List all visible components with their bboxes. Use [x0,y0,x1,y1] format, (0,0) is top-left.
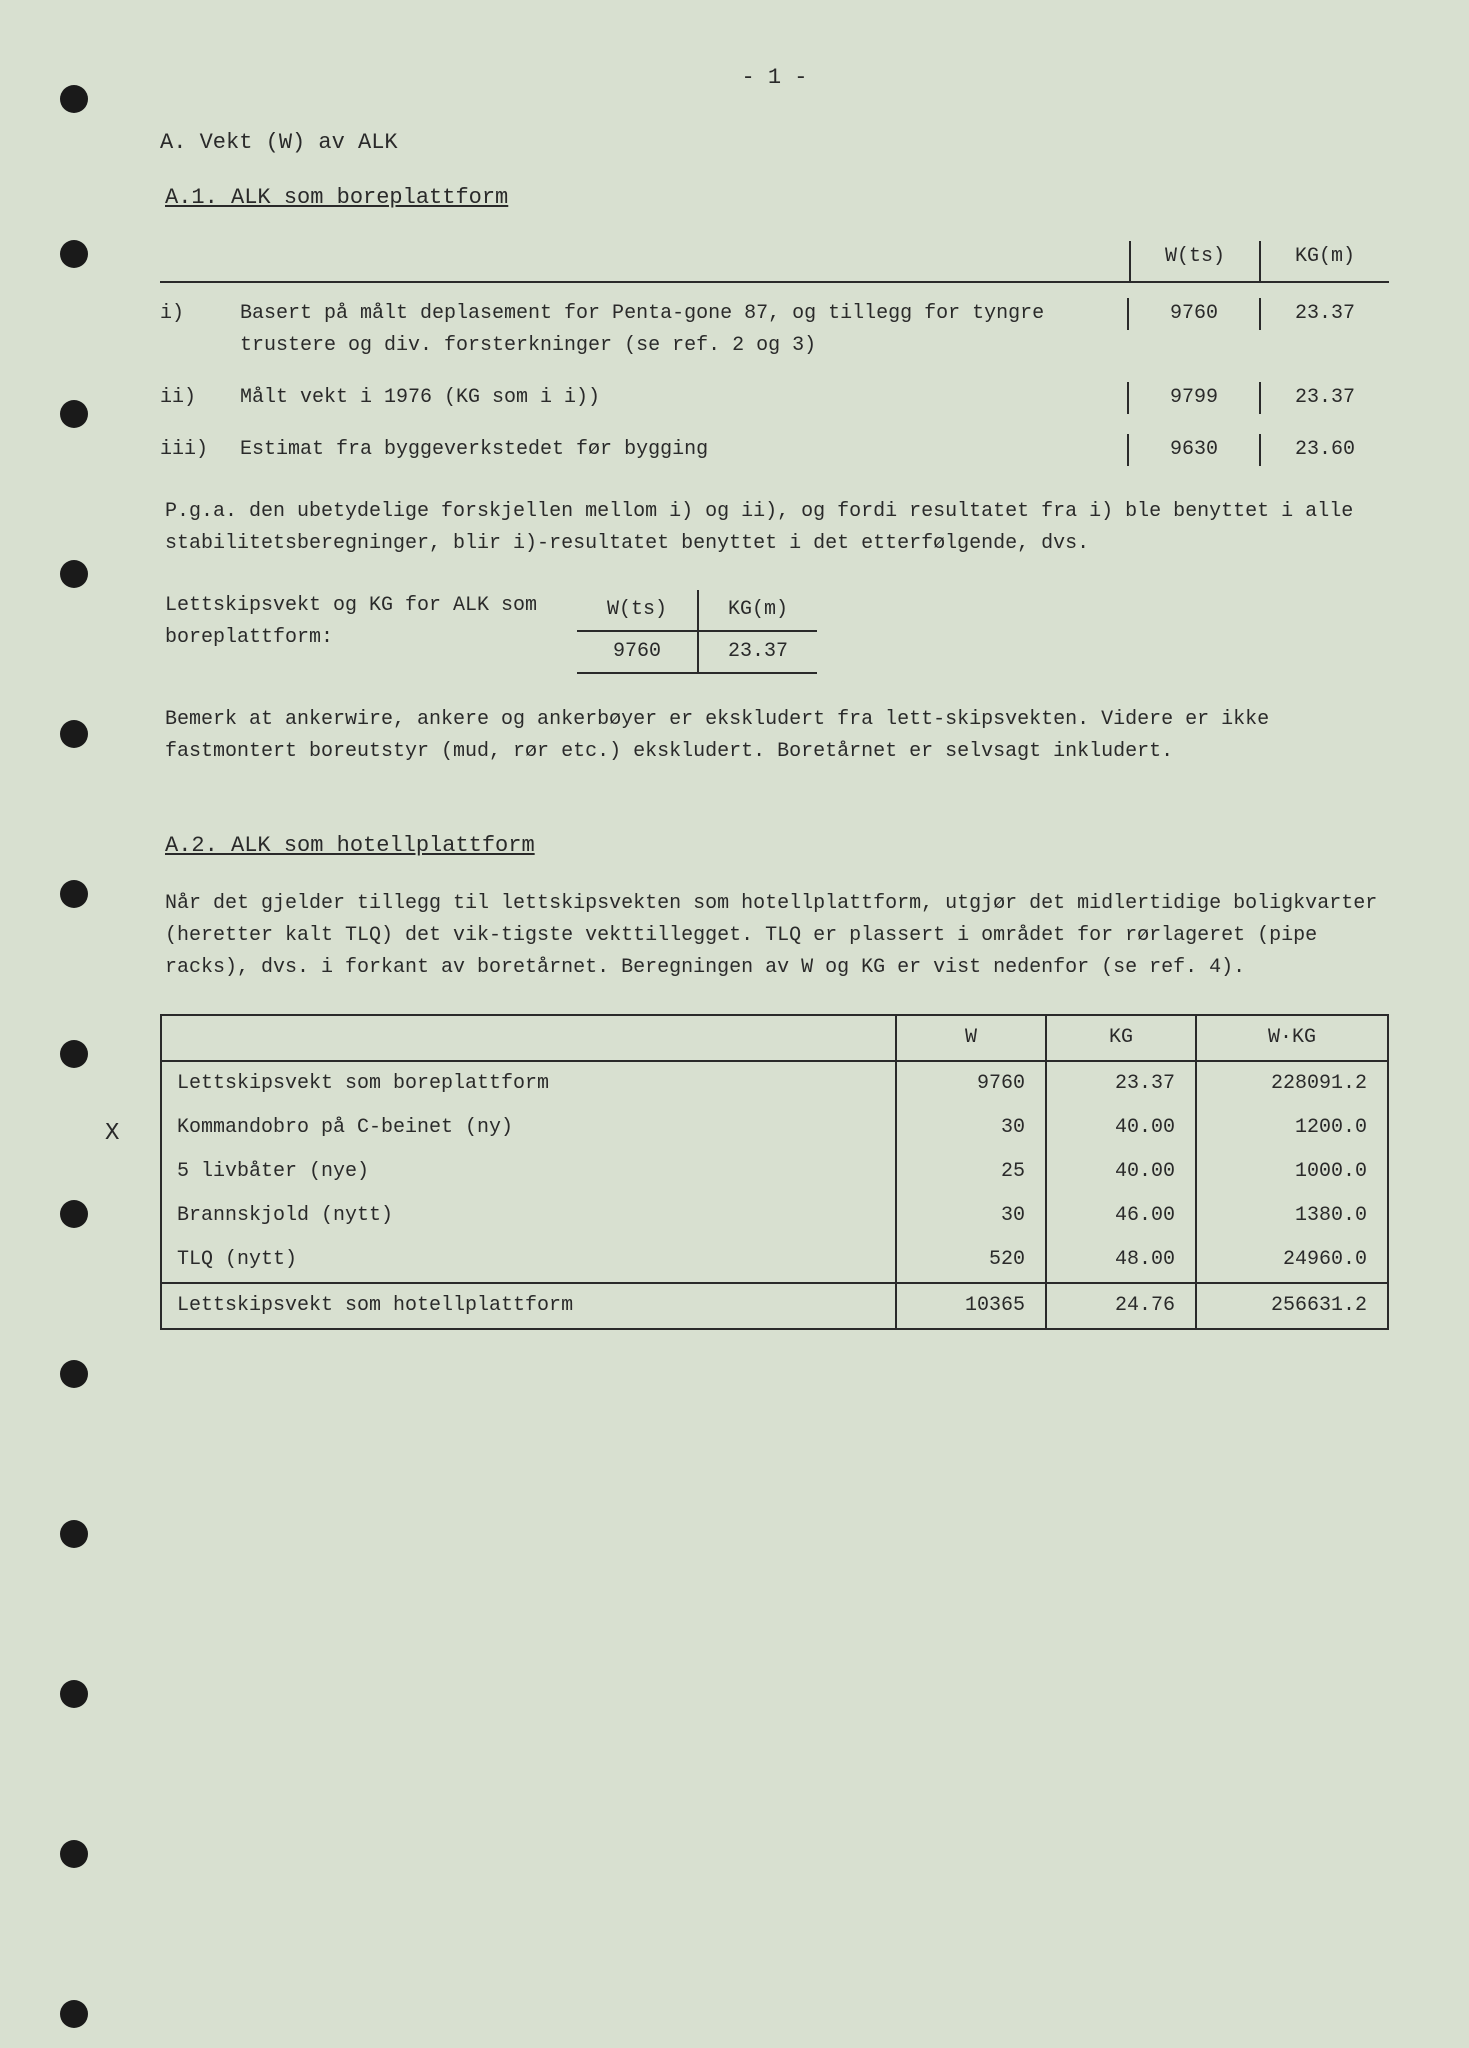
table-header-kgm: KG(m) [1259,241,1389,281]
table-row: 5 livbåter (nye) 25 40.00 1000.0 [162,1150,1387,1194]
row-label: Kommandobro på C-beinet (ny) [162,1106,897,1150]
footer-label: Lettskipsvekt som hotellplattform [162,1284,897,1328]
row-desc: Basert på målt deplasement for Penta-gon… [240,298,1127,362]
punch-hole [60,1520,88,1548]
table-header-wts: W(ts) [1129,241,1259,281]
table-row: Kommandobro på C-beinet (ny) 30 40.00 12… [162,1106,1387,1150]
row-label: ii) [160,382,240,414]
punch-hole [60,720,88,748]
big-table-header-wkg: W·KG [1197,1016,1387,1060]
section-a-title: A. Vekt (W) av ALK [160,125,1389,160]
cell-kg: 23.37 [1047,1062,1197,1106]
cell-kg: 40.00 [1047,1150,1197,1194]
summary-header-wts: W(ts) [577,590,697,630]
cell-w: 25 [897,1150,1047,1194]
big-table-header-kg: KG [1047,1016,1197,1060]
row-label: Lettskipsvekt som boreplattform [162,1062,897,1106]
punch-hole [60,1680,88,1708]
punch-hole [60,1840,88,1868]
paragraph: Når det gjelder tillegg til lettskipsvek… [160,888,1389,984]
table-row: i) Basert på målt deplasement for Penta-… [160,298,1389,362]
punch-hole [60,2000,88,2028]
cell-w: 30 [897,1194,1047,1238]
cell-kgm: 23.37 [1259,298,1389,330]
footer-cell-w: 10365 [897,1284,1047,1328]
cell-w: 30 [897,1106,1047,1150]
cell-wkg: 1380.0 [1197,1194,1387,1238]
big-table-a2: W KG W·KG Lettskipsvekt som boreplattfor… [160,1014,1389,1330]
cell-wkg: 1200.0 [1197,1106,1387,1150]
summary-header-kgm: KG(m) [697,590,817,630]
table-a1: W(ts) KG(m) i) Basert på målt deplasemen… [160,241,1389,466]
row-label: 5 livbåter (nye) [162,1150,897,1194]
punch-hole [60,880,88,908]
cell-wkg: 228091.2 [1197,1062,1387,1106]
cell-w: 9760 [897,1062,1047,1106]
summary-value-wts: 9760 [577,632,697,672]
punch-hole [60,1040,88,1068]
cell-w: 520 [897,1238,1047,1282]
summary-label-line1: Lettskipsvekt og KG for ALK som [165,590,537,622]
row-label: iii) [160,434,240,466]
cell-wts: 9630 [1129,434,1259,466]
cell-wkg: 1000.0 [1197,1150,1387,1194]
punch-hole [60,1200,88,1228]
cell-wts: 9799 [1129,382,1259,414]
big-table-header-w: W [897,1016,1047,1060]
row-desc: Målt vekt i 1976 (KG som i i)) [240,382,1127,414]
punch-hole [60,560,88,588]
summary-table-a1: Lettskipsvekt og KG for ALK som boreplat… [160,590,1389,674]
paragraph: P.g.a. den ubetydelige forskjellen mello… [160,496,1389,560]
page-number: - 1 - [160,60,1389,95]
cell-kg: 46.00 [1047,1194,1197,1238]
row-label: Brannskjold (nytt) [162,1194,897,1238]
section-a2-title: A.2. ALK som hotellplattform [160,828,1389,863]
summary-label-line2: boreplattform: [165,622,537,654]
table-row: Brannskjold (nytt) 30 46.00 1380.0 [162,1194,1387,1238]
row-label: i) [160,298,240,330]
punch-hole [60,400,88,428]
margin-annotation: X [105,1115,119,1153]
table-row: ii) Målt vekt i 1976 (KG som i i)) 9799 … [160,382,1389,414]
cell-wts: 9760 [1129,298,1259,330]
cell-kg: 48.00 [1047,1238,1197,1282]
punch-hole [60,85,88,113]
table-row: TLQ (nytt) 520 48.00 24960.0 [162,1238,1387,1282]
big-table-header-empty [162,1016,897,1060]
paragraph: Bemerk at ankerwire, ankere og ankerbøye… [160,704,1389,768]
cell-kg: 40.00 [1047,1106,1197,1150]
punch-hole [60,240,88,268]
section-a1-title: A.1. ALK som boreplattform [160,180,1389,215]
punch-hole [60,1360,88,1388]
table-row: Lettskipsvekt som boreplattform 9760 23.… [162,1062,1387,1106]
cell-kgm: 23.60 [1259,434,1389,466]
row-label: TLQ (nytt) [162,1238,897,1282]
table-footer-row: Lettskipsvekt som hotellplattform 10365 … [162,1282,1387,1328]
summary-value-kgm: 23.37 [697,632,817,672]
cell-wkg: 24960.0 [1197,1238,1387,1282]
footer-cell-kg: 24.76 [1047,1284,1197,1328]
table-row: iii) Estimat fra byggeverkstedet før byg… [160,434,1389,466]
footer-cell-wkg: 256631.2 [1197,1284,1387,1328]
row-desc: Estimat fra byggeverkstedet før bygging [240,434,1127,466]
cell-kgm: 23.37 [1259,382,1389,414]
